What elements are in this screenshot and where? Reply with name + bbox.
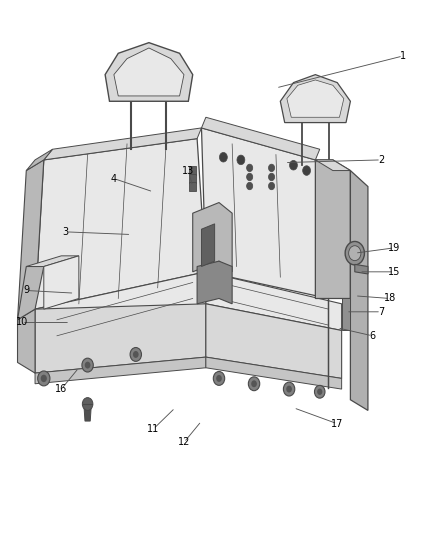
Circle shape: [283, 382, 295, 396]
Polygon shape: [189, 166, 196, 175]
Polygon shape: [315, 160, 350, 171]
Circle shape: [85, 361, 90, 369]
Text: 13: 13: [182, 166, 194, 175]
Polygon shape: [35, 272, 206, 341]
Polygon shape: [197, 261, 232, 304]
Text: 3: 3: [63, 227, 69, 237]
Circle shape: [237, 155, 245, 165]
Circle shape: [314, 385, 325, 398]
Circle shape: [41, 375, 47, 382]
Polygon shape: [206, 304, 342, 378]
Circle shape: [268, 173, 275, 181]
Circle shape: [317, 389, 322, 395]
Text: 19: 19: [388, 243, 400, 253]
Polygon shape: [201, 117, 320, 160]
Circle shape: [268, 182, 275, 190]
Circle shape: [82, 398, 93, 410]
Polygon shape: [342, 298, 350, 330]
Circle shape: [268, 164, 275, 172]
Circle shape: [247, 182, 253, 190]
Circle shape: [213, 372, 225, 385]
Circle shape: [286, 386, 292, 392]
Text: 9: 9: [23, 286, 29, 295]
Polygon shape: [355, 264, 368, 274]
Polygon shape: [18, 266, 44, 320]
Polygon shape: [26, 256, 79, 266]
Polygon shape: [105, 43, 193, 101]
Polygon shape: [201, 224, 215, 266]
Circle shape: [219, 152, 227, 162]
Polygon shape: [44, 256, 79, 309]
Circle shape: [247, 164, 253, 172]
Circle shape: [38, 371, 50, 386]
Polygon shape: [280, 75, 350, 123]
Polygon shape: [315, 160, 350, 389]
Polygon shape: [189, 174, 196, 183]
Polygon shape: [35, 357, 206, 384]
Text: 6: 6: [369, 331, 375, 341]
Polygon shape: [18, 160, 44, 320]
Circle shape: [345, 241, 364, 265]
Polygon shape: [114, 48, 184, 96]
Circle shape: [247, 173, 253, 181]
Polygon shape: [35, 304, 206, 373]
Circle shape: [251, 381, 257, 387]
Polygon shape: [206, 357, 342, 389]
Circle shape: [290, 160, 297, 170]
Polygon shape: [35, 139, 206, 309]
Polygon shape: [350, 171, 368, 410]
Text: 7: 7: [378, 307, 384, 317]
Circle shape: [349, 246, 361, 261]
Text: 17: 17: [331, 419, 343, 429]
Polygon shape: [201, 128, 328, 298]
Circle shape: [130, 348, 141, 361]
Circle shape: [216, 375, 222, 382]
Circle shape: [133, 351, 138, 358]
Circle shape: [82, 358, 93, 372]
Polygon shape: [287, 80, 344, 117]
Text: 2: 2: [378, 155, 384, 165]
Circle shape: [248, 377, 260, 391]
Text: 10: 10: [16, 318, 28, 327]
Polygon shape: [26, 149, 53, 171]
Text: 15: 15: [388, 267, 400, 277]
Text: 16: 16: [55, 384, 67, 394]
Polygon shape: [193, 203, 232, 272]
Polygon shape: [84, 408, 91, 421]
Text: 12: 12: [178, 438, 190, 447]
Text: 4: 4: [111, 174, 117, 183]
Text: 11: 11: [147, 424, 159, 434]
Circle shape: [303, 166, 311, 175]
Polygon shape: [189, 182, 196, 191]
Text: 18: 18: [384, 294, 396, 303]
Text: 1: 1: [400, 51, 406, 61]
Polygon shape: [18, 309, 35, 373]
Polygon shape: [44, 128, 201, 160]
Polygon shape: [206, 272, 342, 330]
